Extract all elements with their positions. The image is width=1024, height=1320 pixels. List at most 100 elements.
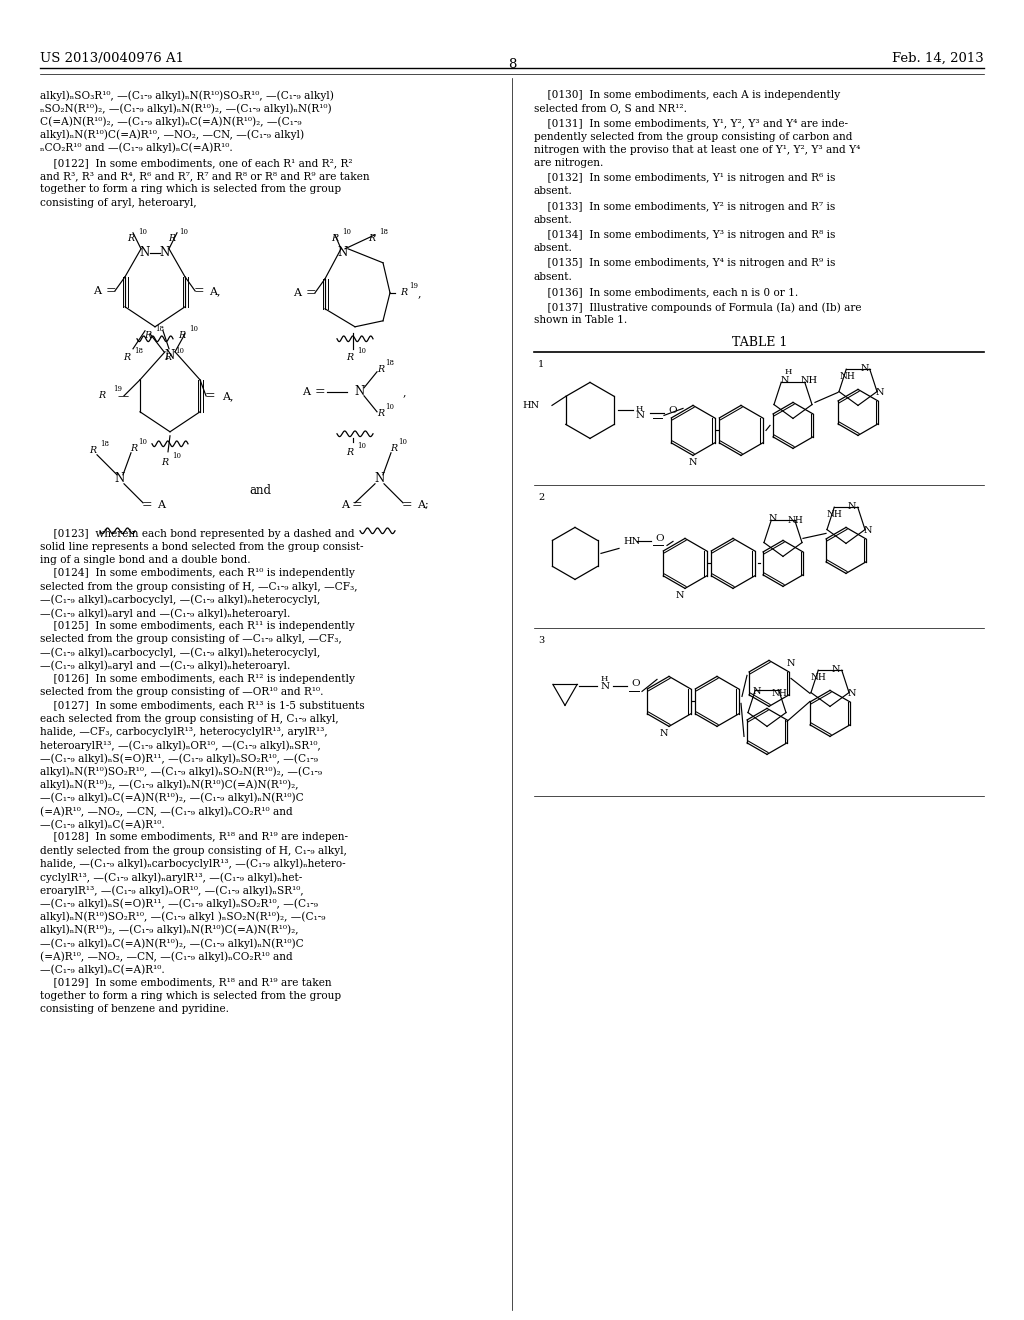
Text: selected from the group consisting of —C₁-₉ alkyl, —CF₃,: selected from the group consisting of —C… bbox=[40, 635, 342, 644]
Text: HN: HN bbox=[523, 401, 540, 411]
Text: N: N bbox=[787, 659, 796, 668]
Text: N: N bbox=[848, 689, 856, 698]
Text: [0137]  Illustrative compounds of Formula (Ia) and (Ib) are: [0137] Illustrative compounds of Formula… bbox=[534, 302, 861, 313]
Text: R: R bbox=[165, 352, 172, 362]
Text: —(C₁-₉ alkyl)ₙaryl and —(C₁-₉ alkyl)ₙheteroaryl.: —(C₁-₉ alkyl)ₙaryl and —(C₁-₉ alkyl)ₙhet… bbox=[40, 661, 291, 672]
Text: 10: 10 bbox=[175, 347, 184, 355]
Text: eroarylR¹³, —(C₁-₉ alkyl)ₙOR¹⁰, —(C₁-₉ alkyl)ₙSR¹⁰,: eroarylR¹³, —(C₁-₉ alkyl)ₙOR¹⁰, —(C₁-₉ a… bbox=[40, 886, 304, 896]
Text: =: = bbox=[141, 498, 153, 511]
Text: N: N bbox=[375, 473, 385, 486]
Text: 10: 10 bbox=[172, 451, 181, 459]
Text: ,: , bbox=[403, 387, 407, 397]
Text: N: N bbox=[140, 247, 151, 259]
Text: TABLE 1: TABLE 1 bbox=[732, 337, 787, 350]
Text: absent.: absent. bbox=[534, 243, 572, 253]
Text: solid line represents a bond selected from the group consist-: solid line represents a bond selected fr… bbox=[40, 543, 364, 552]
Text: N: N bbox=[876, 388, 885, 397]
Text: —(C₁-₉ alkyl)ₙcarbocyclyl, —(C₁-₉ alkyl)ₙheterocyclyl,: —(C₁-₉ alkyl)ₙcarbocyclyl, —(C₁-₉ alkyl)… bbox=[40, 648, 321, 659]
Text: 10: 10 bbox=[138, 228, 147, 236]
Text: —: — bbox=[118, 391, 129, 401]
Text: [0128]  In some embodiments, R¹⁸ and R¹⁹ are indepen-: [0128] In some embodiments, R¹⁸ and R¹⁹ … bbox=[40, 833, 348, 842]
Text: R: R bbox=[178, 331, 185, 341]
Text: 10: 10 bbox=[357, 442, 366, 450]
Text: —(C₁-₉ alkyl)ₙcarbocyclyl, —(C₁-₉ alkyl)ₙheterocyclyl,: —(C₁-₉ alkyl)ₙcarbocyclyl, —(C₁-₉ alkyl)… bbox=[40, 595, 321, 606]
Text: —(C₁-₉ alkyl)ₙC(=A)N(R¹⁰)₂, —(C₁-₉ alkyl)ₙN(R¹⁰)C: —(C₁-₉ alkyl)ₙC(=A)N(R¹⁰)₂, —(C₁-₉ alkyl… bbox=[40, 939, 304, 949]
Text: 8: 8 bbox=[508, 58, 516, 71]
Text: N: N bbox=[355, 385, 366, 399]
Text: NH: NH bbox=[810, 673, 826, 682]
Text: O: O bbox=[655, 533, 664, 543]
Text: selected from the group consisting of H, —C₁-₉ alkyl, —CF₃,: selected from the group consisting of H,… bbox=[40, 582, 357, 591]
Text: NH: NH bbox=[801, 376, 818, 385]
Text: alkyl)ₙSO₃R¹⁰, —(C₁-₉ alkyl)ₙN(R¹⁰)SO₃R¹⁰, —(C₁-₉ alkyl): alkyl)ₙSO₃R¹⁰, —(C₁-₉ alkyl)ₙN(R¹⁰)SO₃R¹… bbox=[40, 90, 334, 100]
Text: 3: 3 bbox=[538, 636, 544, 645]
Text: 18: 18 bbox=[134, 347, 143, 355]
Text: N: N bbox=[864, 525, 872, 535]
Text: [0129]  In some embodiments, R¹⁸ and R¹⁹ are taken: [0129] In some embodiments, R¹⁸ and R¹⁹ … bbox=[40, 978, 332, 987]
Text: alkyl)ₙN(R¹⁰)C(=A)R¹⁰, —NO₂, —CN, —(C₁-₉ alkyl): alkyl)ₙN(R¹⁰)C(=A)R¹⁰, —NO₂, —CN, —(C₁-₉… bbox=[40, 129, 304, 140]
Text: [0135]  In some embodiments, Y⁴ is nitrogen and R⁹ is: [0135] In some embodiments, Y⁴ is nitrog… bbox=[534, 259, 836, 268]
Text: [0132]  In some embodiments, Y¹ is nitrogen and R⁶ is: [0132] In some embodiments, Y¹ is nitrog… bbox=[534, 173, 836, 183]
Text: [0125]  In some embodiments, each R¹¹ is independently: [0125] In some embodiments, each R¹¹ is … bbox=[40, 622, 354, 631]
Text: 18: 18 bbox=[100, 440, 109, 447]
Text: R: R bbox=[130, 445, 137, 453]
Text: =: = bbox=[194, 284, 205, 297]
Text: A,: A, bbox=[222, 391, 233, 401]
Text: =: = bbox=[314, 385, 326, 399]
Text: 10: 10 bbox=[385, 403, 394, 411]
Text: N: N bbox=[831, 665, 841, 675]
Text: together to form a ring which is selected from the group: together to form a ring which is selecte… bbox=[40, 185, 341, 194]
Text: [0134]  In some embodiments, Y³ is nitrogen and R⁸ is: [0134] In some embodiments, Y³ is nitrog… bbox=[534, 230, 836, 240]
Text: and: and bbox=[249, 484, 271, 498]
Text: N: N bbox=[115, 473, 125, 486]
Text: [0126]  In some embodiments, each R¹² is independently: [0126] In some embodiments, each R¹² is … bbox=[40, 675, 355, 684]
Text: ₙCO₂R¹⁰ and —(C₁-₉ alkyl)ₙC(=A)R¹⁰.: ₙCO₂R¹⁰ and —(C₁-₉ alkyl)ₙC(=A)R¹⁰. bbox=[40, 143, 232, 153]
Text: absent.: absent. bbox=[534, 215, 572, 224]
Text: R: R bbox=[144, 331, 152, 341]
Text: R: R bbox=[162, 458, 169, 467]
Text: N: N bbox=[769, 513, 777, 523]
Text: A: A bbox=[93, 286, 101, 296]
Text: C(=A)N(R¹⁰)₂, —(C₁-₉ alkyl)ₙC(=A)N(R¹⁰)₂, —(C₁-₉: C(=A)N(R¹⁰)₂, —(C₁-₉ alkyl)ₙC(=A)N(R¹⁰)₂… bbox=[40, 116, 302, 127]
Text: ,: , bbox=[418, 288, 422, 298]
Text: absent.: absent. bbox=[534, 272, 572, 281]
Text: R: R bbox=[89, 446, 96, 455]
Text: N: N bbox=[160, 247, 170, 259]
Text: —(C₁-₉ alkyl)ₙaryl and —(C₁-₉ alkyl)ₙheteroaryl.: —(C₁-₉ alkyl)ₙaryl and —(C₁-₉ alkyl)ₙhet… bbox=[40, 609, 291, 619]
Text: R: R bbox=[346, 352, 353, 362]
Text: alkyl)ₙN(R¹⁰)₂, —(C₁-₉ alkyl)ₙN(R¹⁰)C(=A)N(R¹⁰)₂,: alkyl)ₙN(R¹⁰)₂, —(C₁-₉ alkyl)ₙN(R¹⁰)C(=A… bbox=[40, 925, 299, 936]
Text: 18: 18 bbox=[379, 228, 388, 236]
Text: =: = bbox=[306, 286, 316, 300]
Text: 10: 10 bbox=[342, 228, 351, 236]
Text: consisting of aryl, heteroaryl,: consisting of aryl, heteroaryl, bbox=[40, 198, 197, 207]
Text: O: O bbox=[631, 678, 640, 688]
Text: 19: 19 bbox=[113, 385, 122, 393]
Text: 18: 18 bbox=[155, 325, 164, 333]
Text: alkyl)ₙN(R¹⁰)SO₂R¹⁰, —(C₁-₉ alkyl )ₙSO₂N(R¹⁰)₂, —(C₁-₉: alkyl)ₙN(R¹⁰)SO₂R¹⁰, —(C₁-₉ alkyl )ₙSO₂N… bbox=[40, 912, 326, 923]
Text: =: = bbox=[105, 284, 117, 297]
Text: 10: 10 bbox=[357, 347, 366, 355]
Text: 10: 10 bbox=[398, 438, 407, 446]
Text: R: R bbox=[98, 391, 105, 400]
Text: =: = bbox=[401, 498, 413, 511]
Text: consisting of benzene and pyridine.: consisting of benzene and pyridine. bbox=[40, 1005, 229, 1014]
Text: A: A bbox=[157, 500, 165, 510]
Text: Feb. 14, 2013: Feb. 14, 2013 bbox=[892, 51, 984, 65]
Text: selected from O, S and NR¹².: selected from O, S and NR¹². bbox=[534, 103, 687, 114]
Text: dently selected from the group consisting of H, C₁-₉ alkyl,: dently selected from the group consistin… bbox=[40, 846, 347, 855]
Text: R: R bbox=[346, 447, 353, 457]
Text: =: = bbox=[351, 498, 362, 511]
Text: O: O bbox=[668, 405, 677, 414]
Text: [0133]  In some embodiments, Y² is nitrogen and R⁷ is: [0133] In some embodiments, Y² is nitrog… bbox=[534, 202, 836, 211]
Text: R: R bbox=[390, 445, 397, 453]
Text: NH: NH bbox=[826, 511, 842, 519]
Text: —(C₁-₉ alkyl)ₙS(=O)R¹¹, —(C₁-₉ alkyl)ₙSO₂R¹⁰, —(C₁-₉: —(C₁-₉ alkyl)ₙS(=O)R¹¹, —(C₁-₉ alkyl)ₙSO… bbox=[40, 754, 318, 764]
Text: —(C₁-₉ alkyl)ₙS(=O)R¹¹, —(C₁-₉ alkyl)ₙSO₂R¹⁰, —(C₁-₉: —(C₁-₉ alkyl)ₙS(=O)R¹¹, —(C₁-₉ alkyl)ₙSO… bbox=[40, 899, 318, 909]
Text: nitrogen with the proviso that at least one of Y¹, Y², Y³ and Y⁴: nitrogen with the proviso that at least … bbox=[534, 145, 860, 154]
Text: 1: 1 bbox=[538, 360, 544, 370]
Text: halide, —CF₃, carbocyclylR¹³, heterocyclylR¹³, arylR¹³,: halide, —CF₃, carbocyclylR¹³, heterocycl… bbox=[40, 727, 328, 737]
Text: NH: NH bbox=[772, 689, 787, 698]
Text: (=A)R¹⁰, —NO₂, —CN, —(C₁-₉ alkyl)ₙCO₂R¹⁰ and: (=A)R¹⁰, —NO₂, —CN, —(C₁-₉ alkyl)ₙCO₂R¹⁰… bbox=[40, 952, 293, 962]
Text: =: = bbox=[205, 389, 215, 403]
Text: NH: NH bbox=[788, 516, 804, 525]
